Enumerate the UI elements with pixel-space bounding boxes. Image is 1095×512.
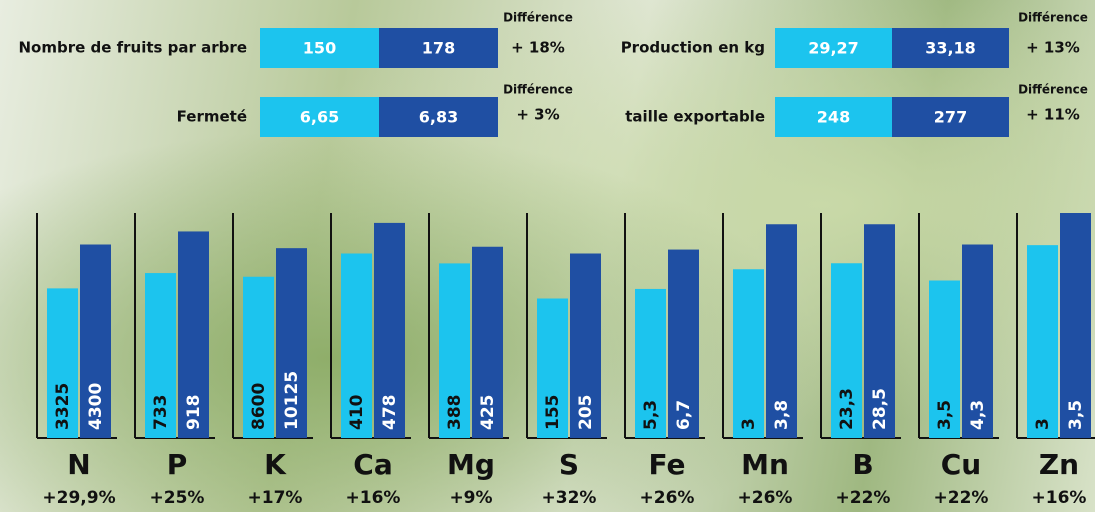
bar-label: 425: [478, 395, 498, 431]
difference-value: + 3%: [516, 106, 559, 124]
element-gain: +9%: [449, 488, 492, 508]
bar-label: 388: [445, 395, 465, 431]
comparison-box: [775, 28, 892, 68]
bar-label: 3325: [53, 383, 73, 430]
bar: [80, 244, 111, 438]
bar: [733, 269, 764, 438]
comparison-box: [379, 28, 498, 68]
bar: [374, 222, 405, 438]
element-name: S: [559, 448, 579, 481]
bar: [341, 253, 372, 438]
element-name: K: [264, 448, 287, 481]
bar: [145, 273, 176, 438]
bar: [178, 231, 209, 438]
element-gain: +22%: [934, 488, 989, 508]
bar-label: 10125: [282, 371, 302, 430]
bar: [831, 263, 862, 438]
difference-value: + 13%: [1026, 39, 1080, 57]
bar: [537, 298, 568, 438]
element-name: Mn: [741, 448, 789, 481]
bar-label: 5,3: [641, 400, 661, 430]
bar-label: 6,7: [674, 400, 694, 430]
element-gain: +26%: [738, 488, 793, 508]
element-name: P: [167, 448, 188, 481]
difference-label: Différence: [503, 11, 573, 25]
element-name: Zn: [1039, 448, 1079, 481]
difference-label: Différence: [1018, 83, 1088, 97]
element-name: Fe: [649, 448, 686, 481]
bar: [668, 249, 699, 438]
comparison-value: 277: [934, 108, 967, 127]
bar-label: 205: [576, 395, 596, 431]
bar: [635, 288, 666, 438]
bar-label: 410: [347, 394, 367, 430]
element-name: Mg: [447, 448, 495, 481]
bar-label: 918: [184, 395, 204, 431]
bar: [276, 248, 307, 438]
comparison-value: 178: [422, 39, 455, 58]
bar: [439, 263, 470, 438]
element-name: B: [852, 448, 873, 481]
comparison-value: 33,18: [925, 39, 976, 58]
element-gain: +22%: [836, 488, 891, 508]
bar-label: 478: [380, 395, 400, 431]
comparison-value: 29,27: [808, 39, 859, 58]
comparison-value: 6,83: [419, 108, 458, 127]
comparison-box: [892, 97, 1009, 137]
bar-label: 4300: [86, 383, 106, 430]
bar: [962, 244, 993, 438]
element-gain: +17%: [248, 488, 303, 508]
bar-label: 3: [739, 418, 759, 430]
bar-label: 23,3: [837, 388, 857, 430]
comparison-box: [379, 97, 498, 137]
comparison-box: [775, 97, 892, 137]
element-name: Ca: [353, 448, 392, 481]
element-name: Cu: [941, 448, 981, 481]
comparison-box: [892, 28, 1009, 68]
difference-value: + 18%: [511, 39, 565, 57]
bar-label: 155: [543, 395, 563, 431]
comparison-value: 150: [303, 39, 336, 58]
comparison-label: taille exportable: [625, 108, 765, 126]
bar-label: 4,3: [968, 400, 988, 430]
bar: [1060, 213, 1091, 438]
comparison-value: 248: [817, 108, 850, 127]
difference-label: Différence: [503, 83, 573, 97]
bar: [864, 224, 895, 438]
bar: [243, 276, 274, 438]
comparison-label: Fermeté: [177, 108, 247, 126]
bar-label: 3,5: [935, 400, 955, 430]
comparison-label: Nombre de fruits par arbre: [18, 39, 247, 57]
bar-label: 3: [1033, 418, 1053, 430]
bar: [472, 246, 503, 438]
element-gain: +25%: [150, 488, 205, 508]
difference-label: Différence: [1018, 11, 1088, 25]
comparison-label: Production en kg: [621, 39, 765, 57]
comparison-box: [260, 28, 379, 68]
element-gain: +16%: [346, 488, 401, 508]
bar-label: 8600: [249, 383, 269, 430]
bar: [47, 288, 78, 438]
comparison-box: [260, 97, 379, 137]
element-gain: +29,9%: [42, 488, 115, 508]
comparison-value: 6,65: [300, 108, 339, 127]
bar: [570, 253, 601, 438]
difference-value: + 11%: [1026, 106, 1080, 124]
bar: [766, 224, 797, 438]
element-gain: +16%: [1032, 488, 1087, 508]
bar-label: 3,8: [772, 400, 792, 430]
bar: [929, 280, 960, 438]
element-gain: +32%: [542, 488, 597, 508]
element-name: N: [67, 448, 90, 481]
bar-label: 3,5: [1066, 400, 1086, 430]
bar-label: 28,5: [870, 388, 890, 430]
element-gain: +26%: [640, 488, 695, 508]
bar: [1027, 245, 1058, 438]
bar-label: 733: [151, 395, 171, 431]
